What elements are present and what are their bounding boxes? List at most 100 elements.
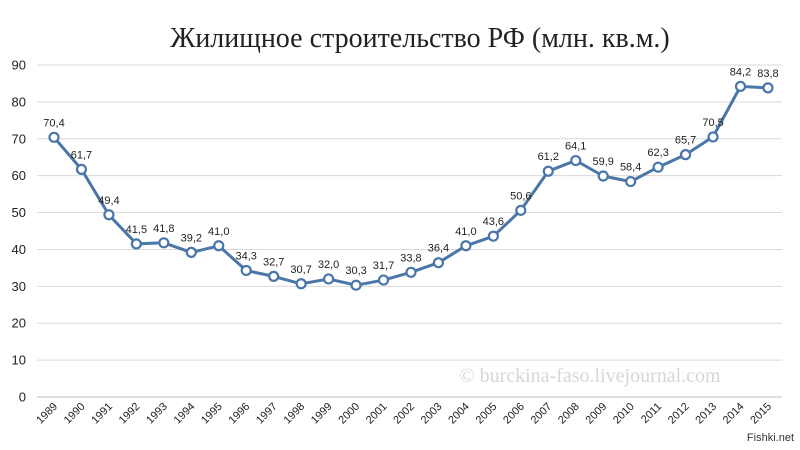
data-labels: 70,4 61,7 49,4 41,5 41,8 39,2 41,0 34,3 32,7 30,7… (43, 66, 778, 277)
data-markers (48, 80, 774, 291)
y-tick-label: 60 (12, 168, 26, 183)
x-tick-label: 2013 (693, 401, 719, 427)
data-point (130, 238, 142, 250)
x-tick-label: 1993 (144, 401, 170, 427)
y-tick-label: 30 (12, 279, 26, 294)
data-point (405, 266, 417, 278)
y-tick-label: 80 (12, 94, 26, 109)
data-point (460, 240, 472, 252)
data-label: 65,7 (675, 135, 696, 147)
data-point (707, 131, 719, 143)
data-label: 61,2 (538, 151, 559, 163)
x-tick-label: 2009 (584, 401, 610, 427)
data-point (487, 230, 499, 242)
x-tick-label: 2003 (419, 401, 445, 427)
data-label: 32,0 (318, 259, 339, 271)
data-point (75, 163, 88, 175)
data-point (652, 161, 664, 173)
data-label: 62,3 (647, 147, 668, 159)
data-point (350, 279, 362, 291)
x-tick-label: 2007 (529, 401, 555, 427)
x-tick-label: 2002 (391, 401, 417, 427)
x-tick-label: 1996 (227, 401, 253, 427)
data-point (185, 246, 197, 258)
x-tick-label: 2001 (364, 401, 390, 427)
x-tick-label: 2012 (666, 401, 692, 427)
data-point (213, 240, 225, 252)
watermark-text: © burckina-faso.livejournal.com (459, 365, 721, 387)
data-point (762, 82, 774, 94)
data-point (240, 264, 252, 277)
data-label: 70,4 (43, 117, 64, 129)
data-label: 83,8 (757, 68, 778, 80)
data-label: 41,0 (208, 226, 229, 238)
data-point (625, 175, 637, 188)
y-tick-label: 70 (12, 131, 26, 146)
x-tick-label: 2008 (556, 401, 582, 427)
corner-watermark: Fishki.net (747, 432, 794, 444)
data-point (377, 274, 390, 286)
x-tick-label: 2011 (639, 401, 664, 426)
data-label: 36,4 (428, 243, 449, 255)
data-point (515, 204, 527, 216)
y-tick-label: 0 (19, 390, 26, 405)
data-label: 34,3 (236, 250, 257, 262)
data-point (295, 278, 307, 290)
data-point (679, 149, 692, 161)
data-label: 84,2 (730, 66, 751, 78)
data-label: 61,7 (71, 149, 92, 161)
data-label: 41,8 (153, 223, 174, 235)
y-tick-label: 10 (12, 353, 26, 368)
x-tick-label: 1990 (62, 401, 88, 427)
x-tick-label: 2006 (501, 401, 527, 427)
x-tick-label: 1992 (117, 401, 143, 427)
data-label: 70,5 (702, 117, 723, 129)
x-tick-label: 2005 (474, 401, 500, 427)
data-label: 39,2 (181, 232, 202, 244)
y-tick-label: 50 (12, 205, 26, 220)
y-tick-label: 20 (12, 316, 26, 331)
data-point (542, 165, 554, 177)
y-tick-label: 40 (12, 242, 26, 257)
data-point (268, 270, 280, 282)
data-point (103, 209, 115, 221)
gridlines (37, 64, 782, 398)
data-point (570, 154, 582, 167)
x-tick-label: 2014 (721, 401, 747, 427)
chart-title: Жилищное строительство РФ (млн. кв.м.) (170, 23, 670, 54)
x-tick-label: 1995 (199, 401, 225, 427)
data-label: 64,1 (565, 141, 586, 153)
data-label: 58,4 (620, 162, 641, 174)
x-tick-label: 1994 (172, 401, 198, 427)
data-point (597, 170, 609, 182)
data-label: 33,8 (400, 252, 421, 264)
data-point (158, 237, 170, 249)
data-point (432, 257, 445, 269)
data-label: 30,7 (290, 264, 311, 276)
x-tick-label: 2015 (748, 401, 774, 427)
data-label: 41,5 (126, 224, 147, 236)
data-point (734, 80, 747, 92)
x-tick-label: 1991 (89, 401, 115, 427)
x-tick-label: 1999 (309, 401, 335, 427)
x-tick-label: 2010 (611, 401, 637, 427)
x-axis-ticks: 1989 1990 1991 1992 1993 1994 1995 1996 1997 1998… (34, 401, 774, 427)
x-tick-label: 2000 (336, 401, 362, 427)
data-label: 32,7 (263, 256, 284, 268)
x-tick-label: 2004 (446, 401, 472, 427)
x-tick-label: 1998 (281, 401, 307, 427)
data-label: 50,6 (510, 190, 531, 202)
data-label: 59,9 (592, 156, 613, 168)
data-label: 31,7 (373, 260, 394, 272)
y-axis-ticks: 0 10 20 30 40 50 60 70 80 90 (12, 58, 26, 405)
data-label: 43,6 (483, 216, 504, 228)
data-point (323, 273, 335, 285)
data-label: 49,4 (98, 195, 119, 207)
data-point (48, 131, 60, 143)
y-tick-label: 90 (12, 58, 26, 73)
x-tick-label: 1997 (254, 401, 280, 427)
data-label: 30,3 (345, 265, 366, 277)
x-tick-label: 1989 (34, 401, 60, 427)
